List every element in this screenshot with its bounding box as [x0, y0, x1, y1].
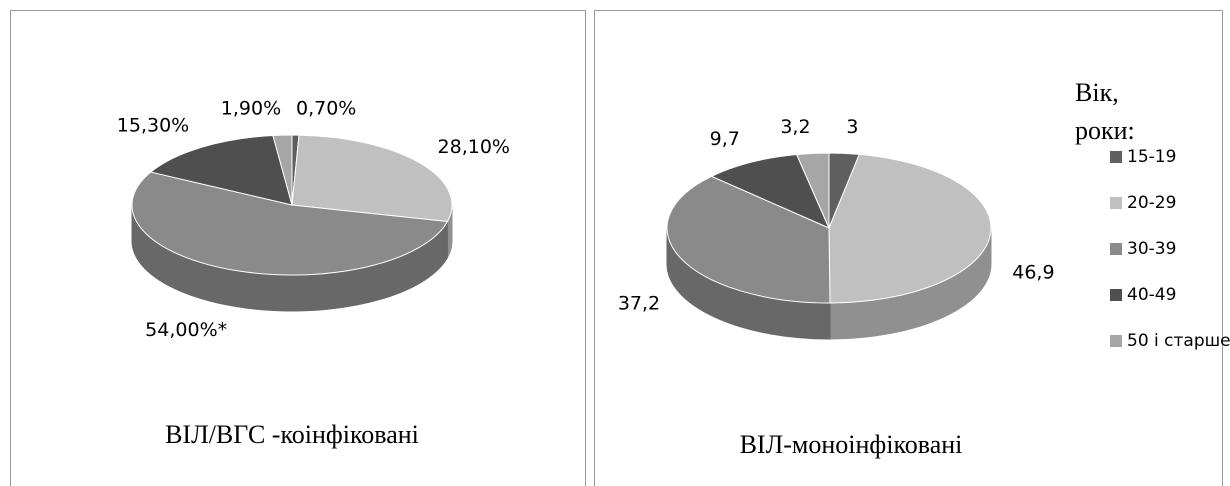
chart-frame — [594, 10, 1223, 486]
chart-frame — [10, 10, 586, 486]
chart-title: ВІЛ-моноінфіковані — [740, 430, 963, 459]
slice — [291, 134, 453, 223]
slice — [149, 134, 293, 206]
slice — [131, 171, 449, 276]
data-label: 15,30% — [117, 114, 189, 136]
data-label: 46,9 — [1012, 262, 1054, 284]
legend-label: 50 і старше — [1127, 331, 1230, 351]
legend-label: 30-39 — [1127, 239, 1176, 259]
data-label: 28,10% — [438, 136, 510, 158]
data-label: 1,90% — [221, 98, 281, 120]
data-label: 3 — [846, 116, 858, 138]
legend-label: 40-49 — [1127, 285, 1176, 305]
legend-label: 20-29 — [1127, 193, 1176, 213]
legend-label: 15-19 — [1127, 147, 1176, 167]
data-label: 9,7 — [710, 128, 740, 150]
slice — [710, 153, 830, 229]
legend-swatch — [1110, 289, 1122, 301]
slice — [795, 152, 830, 229]
legend-swatch — [1110, 243, 1122, 255]
slice — [666, 175, 831, 304]
legend-title: роки: — [1075, 116, 1135, 145]
slice — [828, 153, 992, 304]
legend-swatch — [1110, 197, 1122, 209]
data-label: 37,2 — [618, 293, 660, 315]
slice — [272, 134, 293, 206]
legend-title: Вік, — [1075, 78, 1119, 107]
data-label: 0,70% — [296, 98, 356, 120]
legend-swatch — [1110, 335, 1122, 347]
data-label: 3,2 — [780, 116, 810, 138]
data-label: 54,00%* — [145, 319, 227, 341]
chart-title: ВІЛ/ВГС -коінфіковані — [165, 420, 419, 449]
legend-swatch — [1110, 151, 1122, 163]
